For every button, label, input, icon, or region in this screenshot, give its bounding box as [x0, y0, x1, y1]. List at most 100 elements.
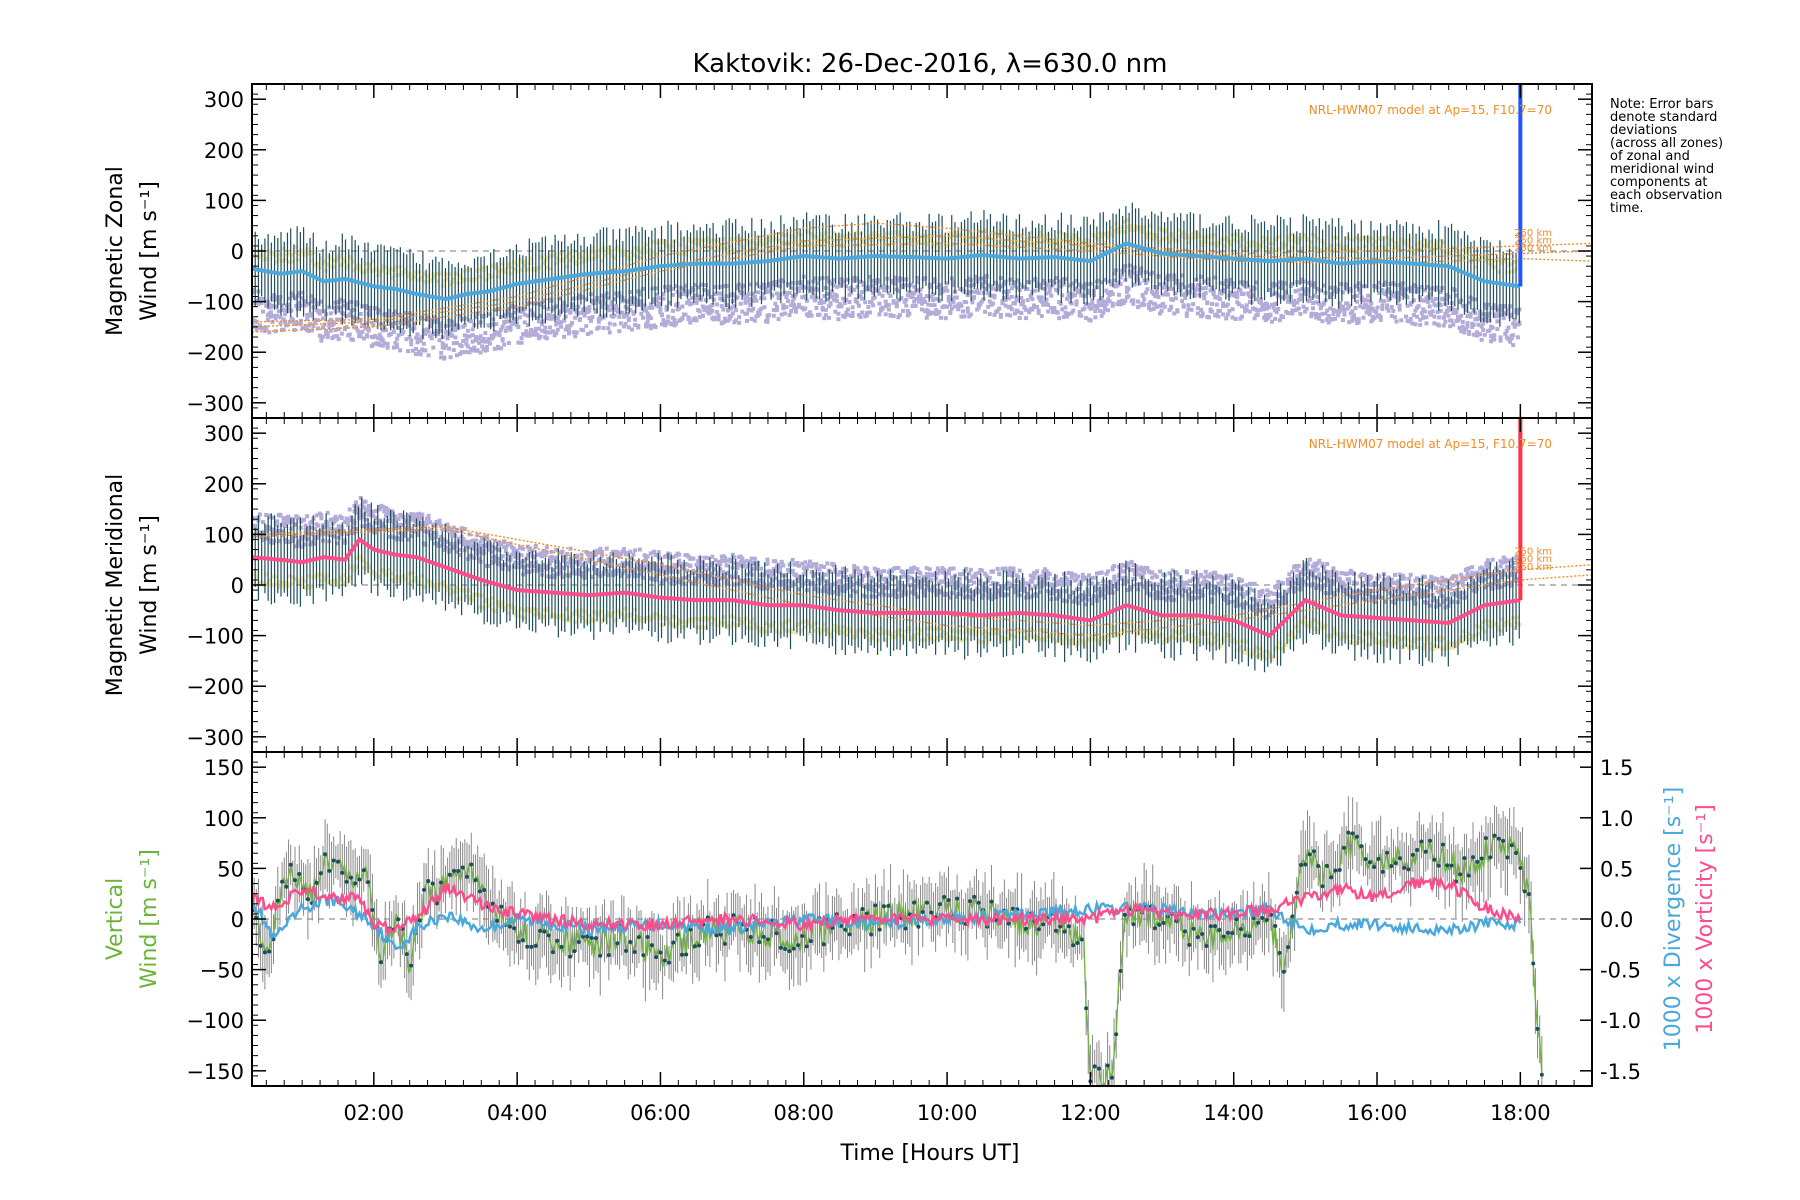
scatter-point — [1312, 284, 1317, 289]
scatter-point — [1098, 308, 1103, 313]
scatter-point — [1135, 305, 1140, 310]
scatter-point — [529, 308, 534, 313]
scatter-point — [872, 295, 877, 300]
scatter-point — [432, 541, 437, 546]
scatter-point — [704, 305, 709, 310]
scatter-point — [1008, 304, 1013, 309]
scatter-point — [587, 613, 592, 618]
scatter-point — [382, 341, 387, 346]
scatter-point — [699, 295, 704, 300]
scatter-point — [945, 243, 950, 248]
scatter-point — [442, 345, 447, 350]
scatter-point — [692, 241, 697, 246]
scatter-point — [275, 313, 280, 318]
scatter-point — [735, 236, 740, 241]
scatter-point — [1391, 308, 1396, 313]
scatter-point — [341, 311, 346, 316]
scatter-point — [700, 304, 705, 309]
scatter-point — [929, 303, 934, 308]
scatter-point — [894, 304, 899, 309]
scatter-point — [254, 528, 259, 533]
scatter-point — [420, 573, 425, 578]
scatter-point — [1101, 299, 1106, 304]
scatter-point — [748, 302, 753, 307]
scatter-point — [257, 512, 262, 517]
scatter-point — [287, 574, 292, 579]
scatter-point — [516, 324, 521, 329]
scatter-point — [547, 266, 552, 271]
scatter-point — [1074, 299, 1079, 304]
scatter-point — [1446, 313, 1451, 318]
scatter-point — [1342, 307, 1347, 312]
scatter-point — [628, 308, 633, 313]
scatter-point — [413, 347, 418, 352]
scatter-point — [344, 314, 349, 319]
scatter-point — [384, 311, 388, 316]
scatter-point — [808, 310, 813, 315]
scatter-point — [543, 325, 548, 330]
scatter-point — [860, 310, 865, 315]
scatter-point — [653, 552, 658, 557]
scatter-point — [454, 585, 459, 590]
scatter-point — [1184, 313, 1189, 318]
scatter-point — [1063, 305, 1068, 310]
scatter-point — [1509, 312, 1514, 317]
scatter-point — [692, 293, 697, 298]
scatter-point — [1273, 316, 1278, 321]
scatter-point — [849, 232, 854, 237]
scatter-point — [424, 521, 429, 526]
scatter-point — [1512, 317, 1517, 322]
scatter-point — [587, 316, 592, 321]
scatter-point — [1432, 314, 1437, 319]
scatter-point — [355, 506, 360, 511]
scatter-point — [1128, 228, 1133, 233]
scatter-point — [385, 345, 390, 350]
scatter-point — [477, 547, 482, 552]
scatter-point — [1036, 308, 1041, 313]
scatter-point — [273, 316, 278, 321]
scatter-point — [593, 553, 598, 558]
scatter-point — [986, 234, 991, 239]
scatter-point — [413, 335, 418, 340]
scatter-point — [929, 238, 934, 243]
scatter-point — [276, 300, 281, 305]
scatter-point — [371, 509, 376, 514]
scatter-point — [1109, 289, 1114, 294]
scatter-point — [451, 530, 456, 535]
scatter-point — [424, 529, 429, 534]
scatter-point — [306, 536, 311, 541]
scatter-point — [563, 304, 568, 309]
scatter-point — [1211, 291, 1216, 296]
scatter-point — [880, 293, 885, 298]
scatter-point — [1515, 311, 1520, 316]
scatter-point — [674, 321, 679, 326]
scatter-point — [702, 243, 707, 248]
scatter-point — [1240, 314, 1245, 319]
scatter-point — [1093, 309, 1098, 314]
scatter-point — [1277, 234, 1282, 239]
scatter-point — [629, 327, 634, 332]
scatter-point — [1173, 280, 1178, 285]
scatter-point — [377, 342, 382, 347]
scatter-point — [686, 315, 691, 320]
scatter-point — [573, 259, 578, 264]
scatter-point — [358, 495, 363, 500]
scatter-point — [735, 295, 740, 300]
scatter-point — [488, 341, 493, 346]
scatter-point — [973, 274, 978, 279]
scatter-point — [1235, 291, 1240, 296]
scatter-point — [883, 299, 888, 304]
scatter-point — [1269, 319, 1274, 324]
scatter-point — [1211, 232, 1216, 237]
scatter-point — [1459, 329, 1464, 334]
scatter-point — [1246, 291, 1251, 296]
scatter-point — [1364, 310, 1369, 315]
scatter-point — [1282, 295, 1287, 300]
scatter-point — [1320, 311, 1325, 316]
scatter-point — [1370, 306, 1375, 311]
scatter-point — [634, 614, 639, 619]
scatter-point — [927, 234, 932, 239]
scatter-point — [448, 355, 453, 360]
scatter-point — [844, 297, 849, 302]
